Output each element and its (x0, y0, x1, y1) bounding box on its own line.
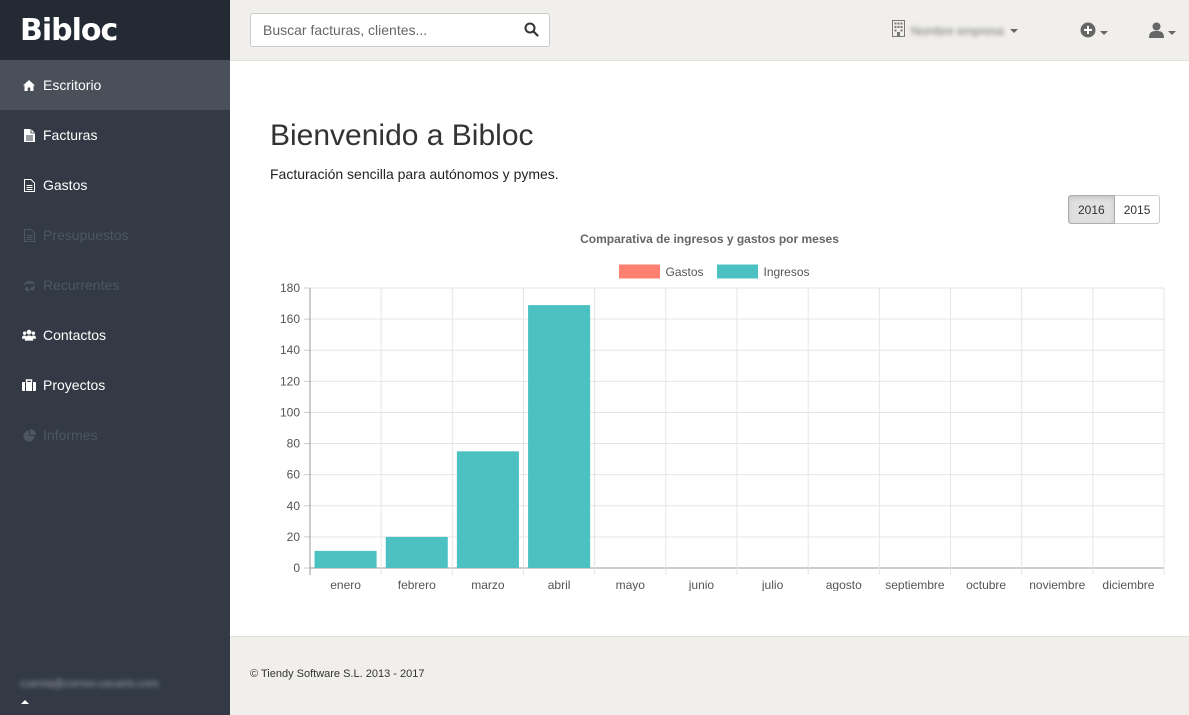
sidebar-item-facturas[interactable]: Facturas (0, 110, 230, 160)
user-email[interactable]: cuenta@correo-usuario.com (20, 678, 159, 690)
y-tick-label: 180 (280, 281, 300, 295)
sidebar-item-escritorio[interactable]: Escritorio (0, 60, 230, 110)
search-box (250, 13, 550, 47)
recycle-icon (22, 278, 36, 292)
briefcase-icon (22, 378, 36, 392)
sidebar: Bibloc Escritorio Facturas Gastos Presupues… (0, 0, 230, 715)
y-tick-label: 20 (287, 530, 301, 544)
sidebar-item-label: Proyectos (43, 377, 106, 393)
topbar: Nombre empresa (230, 0, 1189, 61)
bar-ingresos-enero (314, 550, 377, 568)
logo-bar: Bibloc (0, 0, 230, 60)
page-subtitle: Facturación sencilla para autónomos y py… (270, 166, 559, 182)
sidebar-item-contactos[interactable]: Contactos (0, 310, 230, 360)
y-tick-label: 140 (280, 343, 300, 357)
x-tick-label: febrero (398, 578, 436, 591)
user-menu-button[interactable] (1149, 22, 1176, 43)
x-tick-label: mayo (616, 578, 646, 591)
sidebar-item-presupuestos[interactable]: Presupuestos (0, 210, 230, 260)
chevron-up-icon[interactable] (21, 700, 29, 704)
search-input[interactable] (251, 14, 511, 46)
sidebar-item-label: Escritorio (43, 77, 102, 93)
y-tick-label: 40 (287, 499, 301, 513)
legend-label-gastos: Gastos (666, 265, 704, 279)
sidebar-item-label: Presupuestos (43, 227, 129, 243)
x-tick-label: junio (688, 578, 715, 591)
add-new-button[interactable] (1080, 22, 1108, 43)
y-tick-label: 0 (293, 561, 300, 575)
sidebar-item-informes[interactable]: Informes (0, 410, 230, 460)
search-icon[interactable] (524, 22, 539, 42)
sidebar-item-label: Recurrentes (43, 277, 120, 293)
users-icon (22, 328, 36, 342)
y-tick-label: 100 (280, 405, 300, 419)
income-expenses-chart: Comparativa de ingresos y gastos por mes… (230, 221, 1189, 592)
x-tick-label: enero (330, 578, 361, 591)
x-tick-label: marzo (471, 578, 505, 591)
bar-ingresos-febrero (385, 536, 448, 568)
chevron-down-icon (1168, 30, 1176, 35)
main-content: Bienvenido a Bibloc Facturación sencilla… (230, 61, 1189, 636)
bar-ingresos-marzo (456, 451, 519, 568)
building-icon (892, 20, 905, 42)
x-tick-label: agosto (826, 578, 862, 591)
user-icon (1149, 22, 1164, 43)
document-outline-icon (22, 228, 36, 242)
sidebar-item-label: Gastos (43, 177, 88, 193)
year-2015-button[interactable]: 2015 (1114, 195, 1161, 224)
document-outline-icon (22, 178, 36, 192)
footer-copyright: © Tiendy Software S.L. 2013 - 2017 (250, 668, 425, 680)
y-tick-label: 80 (287, 437, 301, 451)
app-logo[interactable]: Bibloc (20, 12, 118, 48)
legend-swatch-ingresos (717, 264, 758, 279)
chevron-down-icon (1100, 30, 1108, 35)
year-toggle: 2016 2015 (1068, 195, 1161, 224)
year-2016-button[interactable]: 2016 (1068, 195, 1115, 224)
x-tick-label: diciembre (1102, 578, 1154, 591)
pie-chart-icon (22, 428, 36, 442)
sidebar-item-label: Contactos (43, 327, 107, 343)
sidebar-item-recurrentes[interactable]: Recurrentes (0, 260, 230, 310)
sidebar-item-label: Facturas (43, 127, 98, 143)
plus-circle-icon (1080, 22, 1096, 43)
bar-ingresos-abril (528, 305, 591, 568)
x-tick-label: abril (548, 578, 571, 591)
y-tick-label: 60 (287, 468, 301, 482)
y-tick-label: 160 (280, 312, 300, 326)
x-tick-label: octubre (966, 578, 1006, 591)
legend-swatch-gastos (619, 264, 660, 279)
home-icon (22, 78, 36, 92)
chart-svg: Gastos Ingresos 0 20 40 60 80 100 120 140 160 180 en… (280, 264, 1165, 592)
x-tick-label: julio (761, 578, 784, 591)
company-name: Nombre empresa (911, 24, 1004, 38)
x-tick-label: noviembre (1029, 578, 1085, 591)
sidebar-item-label: Informes (43, 427, 98, 443)
page-title: Bienvenido a Bibloc (270, 119, 534, 152)
x-tick-label: septiembre (885, 578, 945, 591)
chevron-down-icon (1009, 29, 1018, 33)
footer: © Tiendy Software S.L. 2013 - 2017 (230, 636, 1189, 715)
sidebar-item-proyectos[interactable]: Proyectos (0, 360, 230, 410)
sidebar-item-gastos[interactable]: Gastos (0, 160, 230, 210)
y-tick-label: 120 (280, 374, 300, 388)
sidebar-nav: Escritorio Facturas Gastos Presupuestos Recu… (0, 60, 230, 460)
legend-label-ingresos: Ingresos (764, 265, 810, 279)
company-selector[interactable]: Nombre empresa (892, 20, 1018, 42)
chart-title: Comparativa de ingresos y gastos por mes… (580, 232, 839, 246)
document-icon (22, 128, 36, 142)
